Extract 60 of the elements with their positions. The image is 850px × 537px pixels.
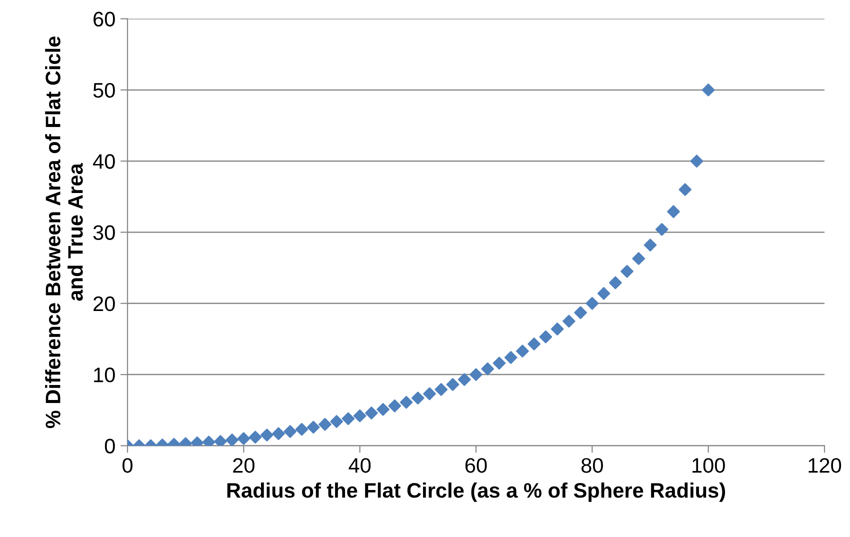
point	[608, 276, 622, 290]
point	[423, 387, 436, 400]
x-tick-label: 80	[581, 458, 603, 473]
x-tick-label: 0	[122, 458, 132, 473]
point	[702, 84, 715, 96]
point	[667, 205, 680, 218]
x-tick-label: 100	[692, 458, 725, 473]
x-tick-label: 20	[233, 458, 254, 473]
point	[202, 436, 216, 446]
point	[655, 222, 668, 236]
point	[690, 154, 704, 168]
point	[400, 396, 413, 409]
point	[434, 383, 448, 396]
x-axis-title: Radius of the Flat Circle (as a % of Sphere Radius)	[227, 482, 726, 502]
point	[318, 418, 332, 431]
point	[597, 287, 610, 300]
point	[446, 378, 460, 391]
point	[353, 409, 366, 422]
point	[365, 406, 378, 420]
point	[504, 351, 518, 364]
y-tick-label: 60	[94, 12, 115, 27]
point	[330, 415, 344, 428]
point	[516, 344, 529, 358]
y-axis-title: % Difference Between Area of Flat Cicle and True Area	[45, 36, 83, 428]
x-tick-label: 40	[348, 458, 371, 473]
point	[644, 238, 657, 252]
point	[342, 412, 355, 426]
point	[248, 430, 262, 444]
point	[306, 420, 320, 434]
point	[376, 403, 390, 416]
y-tick-label: 30	[93, 225, 115, 240]
point	[272, 427, 285, 440]
point	[481, 362, 494, 376]
point	[492, 356, 506, 370]
point	[237, 432, 250, 446]
y-tick-label: 40	[93, 154, 115, 169]
x-tick-label: 120	[808, 458, 842, 473]
y-tick-label: 50	[93, 82, 115, 98]
point	[632, 252, 646, 265]
point	[678, 183, 692, 196]
point	[539, 330, 552, 344]
point	[284, 425, 297, 438]
point	[458, 373, 471, 386]
point	[528, 338, 541, 350]
y-tick-label: 10	[94, 368, 115, 382]
point	[470, 368, 482, 381]
x-tick-label: 60	[465, 458, 487, 473]
y-tick-label: 0	[104, 438, 115, 454]
point	[214, 435, 227, 446]
point	[562, 314, 576, 328]
point	[260, 428, 274, 442]
point	[586, 296, 599, 310]
point	[226, 434, 238, 446]
point	[295, 422, 308, 436]
point	[550, 322, 564, 336]
point	[388, 399, 402, 412]
point	[411, 392, 424, 404]
point	[574, 306, 587, 320]
point	[620, 264, 634, 278]
y-tick-label: 20	[94, 296, 115, 312]
